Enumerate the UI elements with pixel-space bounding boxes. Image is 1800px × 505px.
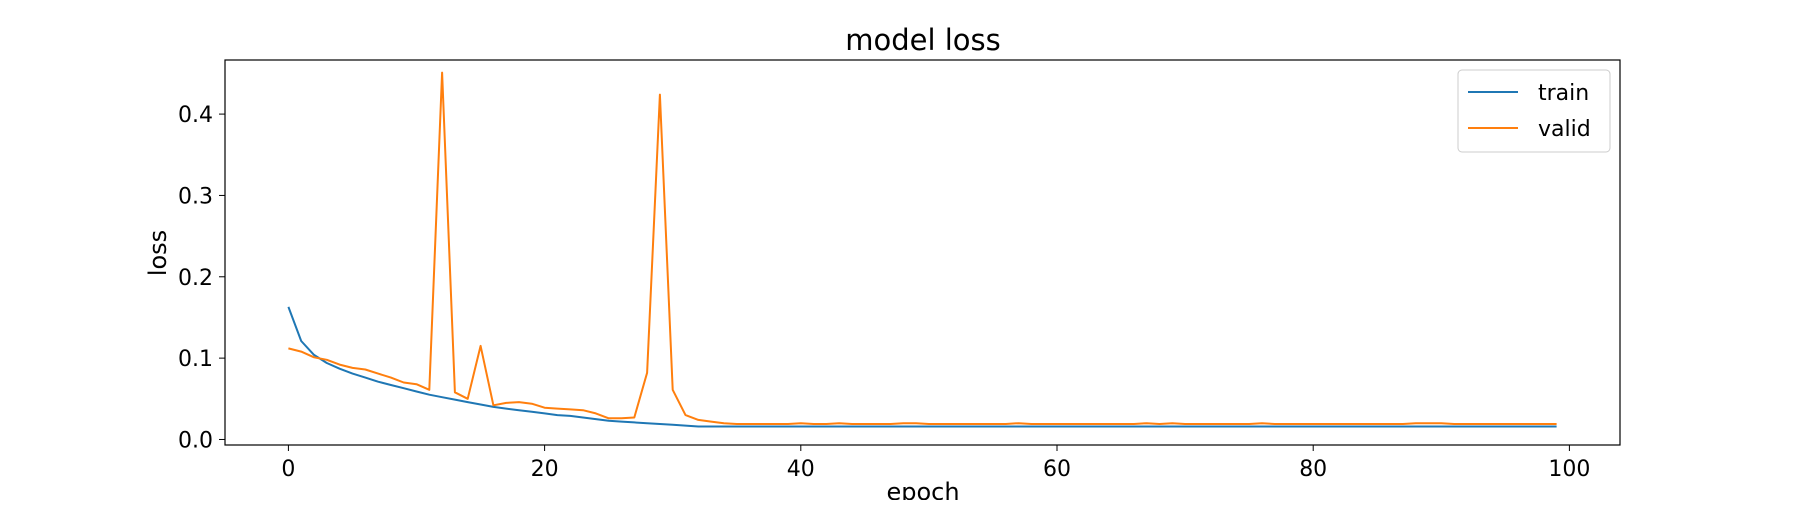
plot-frame: [224, 59, 1621, 446]
series-layer: [287, 71, 1557, 428]
x-axis-label: epoch: [886, 478, 959, 500]
series-line-train: [287, 306, 1557, 428]
x-tick-label: 0: [281, 457, 295, 482]
x-tick-label: 20: [531, 457, 559, 482]
y-tick-label: 0.2: [178, 266, 213, 291]
y-tick-label: 0.3: [178, 184, 213, 209]
legend-box: [1457, 69, 1611, 153]
x-tick-label: 100: [1548, 457, 1590, 482]
y-axis-ticks: 0.0 0.1 0.2 0.3 0.4: [178, 103, 225, 453]
legend-label-valid: valid: [1538, 117, 1591, 142]
x-axis-ticks: 0 20 40 60 80 100: [281, 445, 1590, 482]
legend: train valid: [1457, 69, 1611, 153]
legend-label-train: train: [1538, 81, 1589, 106]
x-tick-label: 80: [1299, 457, 1327, 482]
x-tick-label: 40: [787, 457, 815, 482]
x-tick-label: 60: [1043, 457, 1071, 482]
y-tick-label: 0.0: [178, 428, 213, 453]
y-tick-label: 0.1: [178, 347, 213, 372]
chart-title: model loss: [845, 23, 1001, 57]
series-line-valid: [288, 71, 1557, 425]
y-axis-label: loss: [144, 230, 172, 276]
y-tick-label: 0.4: [178, 103, 213, 128]
